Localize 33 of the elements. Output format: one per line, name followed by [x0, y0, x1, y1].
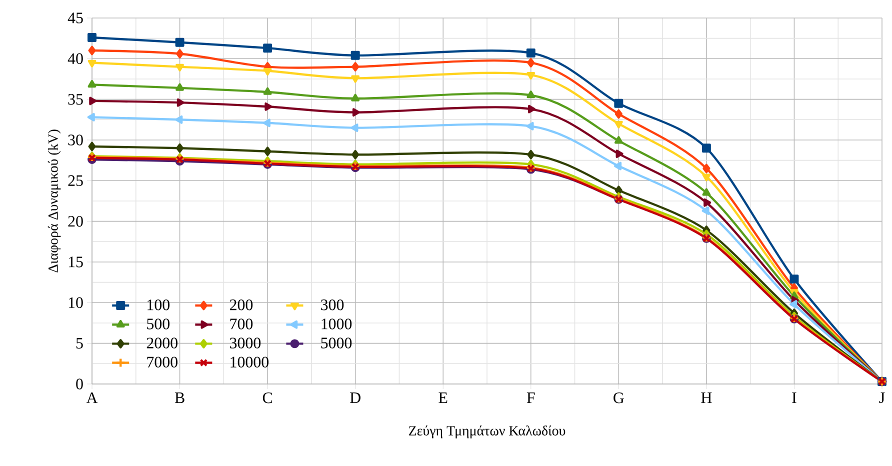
y-tick-label: 10 — [68, 297, 83, 308]
x-tick-label: E — [438, 392, 448, 403]
legend-label: 100 — [148, 299, 170, 310]
legend-label: 300 — [321, 299, 344, 310]
y-tick-label: 5 — [76, 338, 83, 349]
legend-label: 3000 — [230, 338, 261, 348]
y-axis-title: Διαφορά Δυναμικού (kV) — [48, 130, 61, 272]
y-tick-label: 45 — [68, 12, 83, 24]
legend-label: 700 — [230, 318, 253, 330]
legend-label: 1000 — [322, 318, 352, 330]
x-tick-label: F — [526, 392, 535, 403]
legend-label: 2000 — [146, 338, 178, 348]
x-tick-label: A — [86, 392, 98, 404]
y-tick-label: 40 — [68, 53, 83, 64]
x-tick-label: I — [792, 392, 796, 403]
x-tick-label: D — [350, 392, 360, 403]
x-tick-label: H — [701, 392, 712, 403]
y-tick-label: 35 — [68, 94, 83, 105]
x-tick-label: C — [262, 392, 272, 404]
legend-label: 200 — [230, 299, 253, 310]
y-tick-label: 15 — [68, 256, 83, 268]
legend-label: 10000 — [230, 356, 269, 368]
legend-label: 5000 — [321, 338, 352, 348]
legend-label: 500 — [147, 318, 170, 330]
y-tick-label: 25 — [68, 175, 83, 186]
legend-label: 7000 — [147, 356, 178, 368]
y-tick-label: 0 — [76, 378, 83, 390]
x-tick-label: G — [614, 392, 624, 404]
x-axis-title: Ζεύγη Τμημάτων Καλωδίου — [408, 425, 566, 438]
x-tick-label: B — [174, 392, 184, 403]
x-tick-label: J — [879, 392, 885, 404]
y-tick-label: 20 — [68, 216, 83, 227]
y-tick-label: 30 — [68, 134, 83, 146]
